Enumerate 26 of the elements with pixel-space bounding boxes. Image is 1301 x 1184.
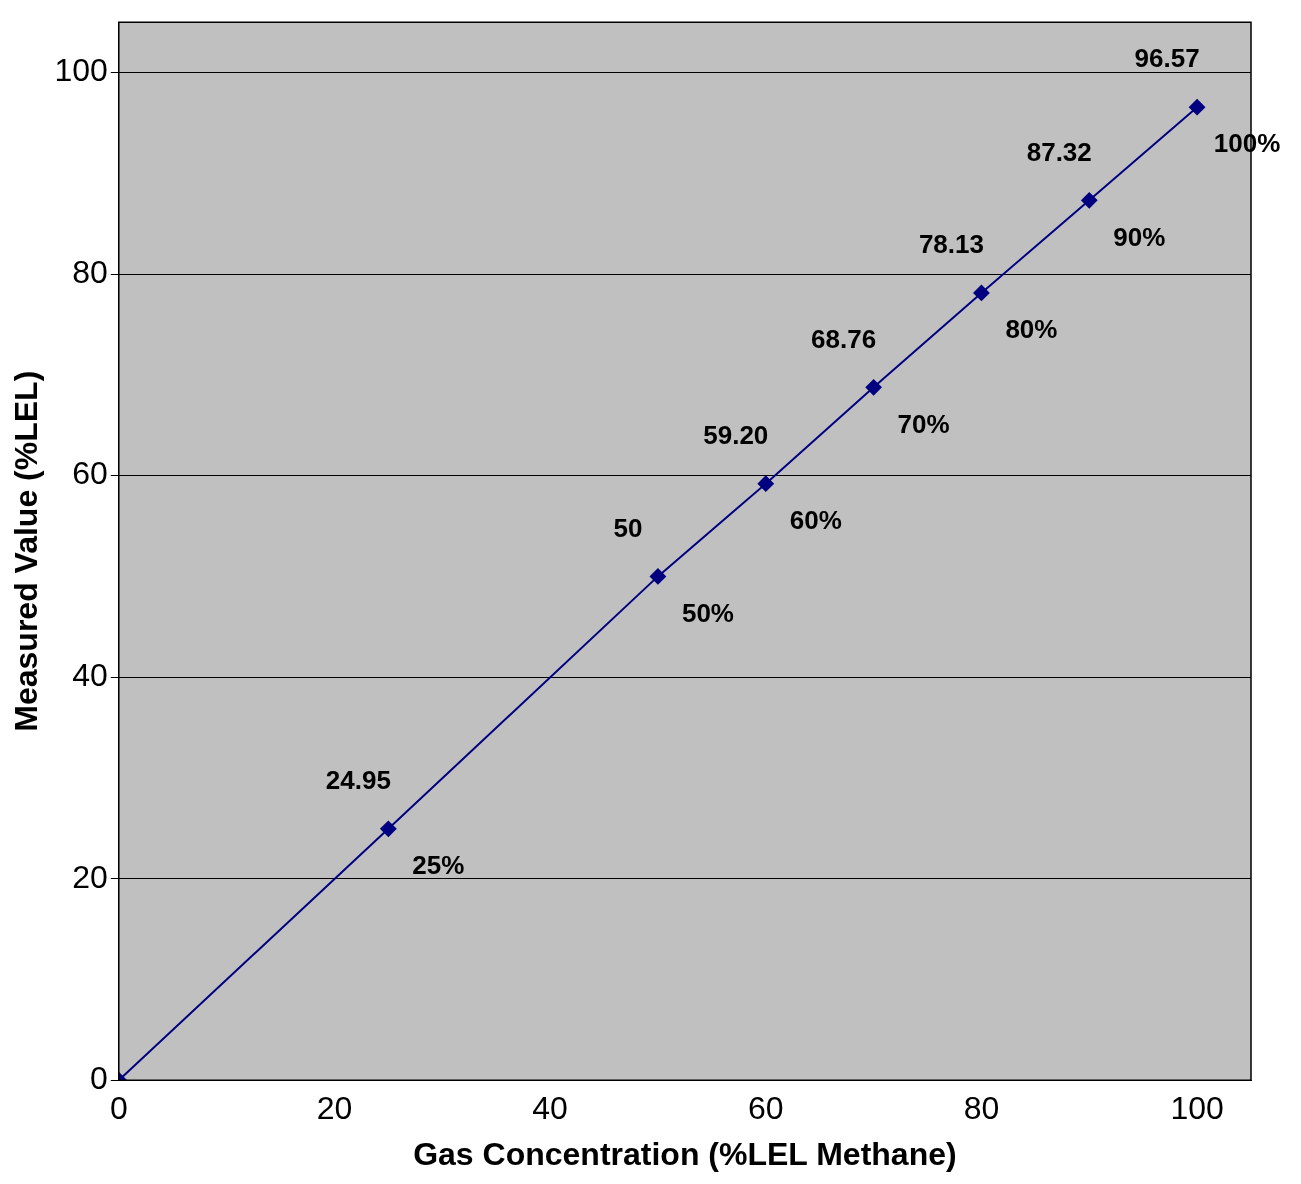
x-tick-label: 80	[963, 1090, 1000, 1127]
annotation: 60%	[789, 504, 842, 535]
y-axis-title: Measured Value (%LEL)	[8, 370, 45, 732]
y-tick-label: 20	[72, 858, 108, 895]
y-tick-label: 40	[72, 656, 108, 693]
annotation: 25%	[412, 849, 465, 880]
x-tick-label: 20	[316, 1090, 353, 1127]
y-tick-label: 0	[89, 1060, 108, 1097]
annotation: 70%	[897, 408, 950, 439]
y-tick-label: 100	[54, 52, 108, 89]
data-label: 50	[613, 512, 643, 543]
annotation: 80%	[1005, 314, 1058, 345]
annotation: 50%	[681, 597, 734, 628]
x-tick-label: 40	[532, 1090, 568, 1127]
y-tick-label: 60	[72, 455, 108, 492]
data-label: 24.95	[325, 764, 391, 795]
annotation: 90%	[1113, 221, 1166, 252]
data-label: 78.13	[918, 229, 984, 260]
x-axis-title: Gas Concentration (%LEL Methane)	[413, 1135, 957, 1172]
data-label: 68.76	[811, 323, 877, 354]
data-label: 87.32	[1026, 136, 1092, 167]
x-tick-label: 60	[747, 1090, 784, 1127]
data-label: 96.57	[1134, 43, 1200, 74]
data-label: 59.20	[703, 419, 769, 450]
x-tick-label: 100	[1170, 1090, 1224, 1127]
y-tick-label: 80	[72, 253, 108, 290]
